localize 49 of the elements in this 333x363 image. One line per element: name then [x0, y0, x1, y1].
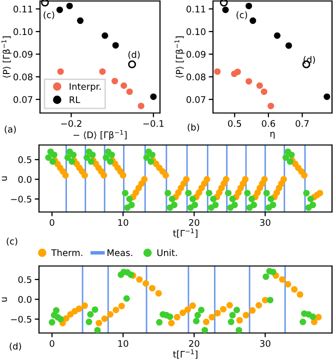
x-tick-label: 0 [50, 219, 54, 226]
x-tick-label: −0.1 [143, 120, 164, 127]
x-axis-title: − ⟨D⟩ [Γβ$^{−1}$] [74, 130, 127, 140]
y-tick-label: 0.0 [18, 176, 32, 183]
y-axis-title: ⟨P⟩ [Γβ$^{−1}$] [2, 36, 12, 78]
y-axis-title: u [2, 297, 7, 302]
y-tick-label: 0.07 [14, 96, 32, 103]
y-axis-title: u [2, 176, 7, 181]
x-tick-label: 0 [50, 340, 54, 347]
y-tick-label: 0.09 [186, 50, 206, 58]
x-axis-title: t[Γ$^{−1}$] [173, 349, 198, 359]
y-tick-label: 0.10 [186, 28, 206, 36]
x-tick-label: 20 [189, 340, 200, 347]
x-tick-label: −0.2 [61, 120, 82, 127]
y-tick-label: 0.07 [186, 96, 206, 103]
y-tick-label: 0.5 [18, 156, 32, 164]
x-tick-label: 30 [260, 340, 270, 347]
legend-label: Therm. [51, 249, 82, 256]
x-tick-label: 30 [260, 219, 270, 226]
y-tick-label: −0.5 [11, 316, 32, 323]
text: (d) [10, 342, 21, 351]
y-tick-label: 0.5 [18, 276, 32, 284]
y-tick-label: 0.08 [186, 74, 206, 80]
y-tick-label: 0.11 [186, 6, 206, 12]
legend-label: Interpr. [70, 83, 101, 92]
x-tick-label: 0.5 [228, 120, 242, 127]
y-tick-label: −0.5 [11, 196, 32, 203]
legend-label: Meas. [108, 249, 132, 256]
x-axis-title: η [270, 132, 275, 139]
legend-label: RL [70, 96, 80, 103]
text: (b) [188, 124, 199, 132]
annotation: (c) [44, 11, 54, 20]
y-tick-label: 0.0 [18, 296, 32, 303]
text: (a) [4, 126, 16, 134]
annotation: (d) [128, 50, 140, 60]
annotation: (c) [236, 11, 248, 20]
legend-label: Unit. [157, 249, 177, 256]
x-tick-label: 0.7 [296, 120, 309, 127]
y-tick-label: 0.10 [14, 28, 32, 36]
x-tick-label: 10 [118, 219, 128, 226]
y-axis-title: ⟨P⟩ [Γβ$^{−1}$] [174, 36, 184, 78]
y-tick-label: 0.09 [14, 50, 32, 58]
x-axis-title: t[Γ$^{−1}$] [173, 228, 198, 238]
y-tick-label: 0.08 [14, 74, 32, 80]
x-tick-label: 10 [118, 340, 128, 347]
x-tick-label: 0.6 [262, 120, 276, 127]
text: (c) [6, 238, 18, 246]
x-tick-label: 20 [189, 219, 200, 226]
y-tick-label: 0.11 [14, 6, 32, 12]
